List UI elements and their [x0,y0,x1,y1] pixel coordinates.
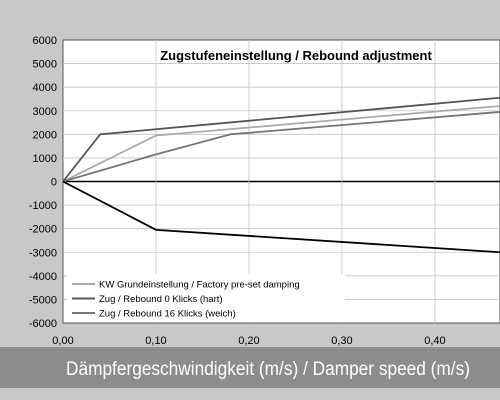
y-tick-label: -5000 [29,294,57,306]
series-layer [62,96,500,254]
series-line-factory [62,105,500,183]
x-tick-label: 0,40 [424,335,445,347]
legend-label-rebound-16: Zug / Rebound 16 Klicks (weich) [99,309,236,320]
y-tick-label: 0 [51,177,57,189]
y-tick-label: -4000 [29,271,57,283]
series-line-rebound-0 [62,96,500,183]
legend-box [67,274,345,322]
y-tick-label: -1000 [29,200,57,212]
y-tick-label: -2000 [29,224,57,236]
y-tick-label: 6000 [33,35,57,47]
series-line-rebound-16 [62,111,500,183]
y-tick-label: 2000 [33,129,57,141]
y-tick-label: 5000 [33,59,57,71]
legend-label-factory: KW Grundeinstellung / Factory pre-set da… [99,280,300,291]
y-tick-labels: 6000 5000 4000 3000 2000 1000 0 -1000 -2000 -3000… [29,35,57,330]
x-tick-label: 0,00 [52,335,73,347]
legend-label-rebound-0: Zug / Rebound 0 Klicks (hart) [99,294,223,305]
y-tick-label: 4000 [33,82,57,94]
y-tick-label: 1000 [33,153,57,165]
x-tick-label: 0,10 [145,335,166,347]
legend: KW Grundeinstellung / Factory pre-set da… [67,274,345,322]
x-axis-label: Dämpfergeschwindigkeit (m/s) / Damper sp… [66,359,470,380]
series-line-compression [62,180,500,254]
chart-title: Zugstufeneinstellung / Rebound adjustmen… [160,48,432,63]
y-tick-label: -3000 [29,247,57,259]
x-tick-label: 0,30 [331,335,352,347]
x-tick-labels: 0,00 0,10 0,20 0,30 0,40 [52,335,445,347]
y-tick-label: -6000 [29,318,57,330]
xlabel-band [0,347,500,388]
x-tick-label: 0,20 [238,335,259,347]
y-tick-label: 3000 [33,106,57,118]
